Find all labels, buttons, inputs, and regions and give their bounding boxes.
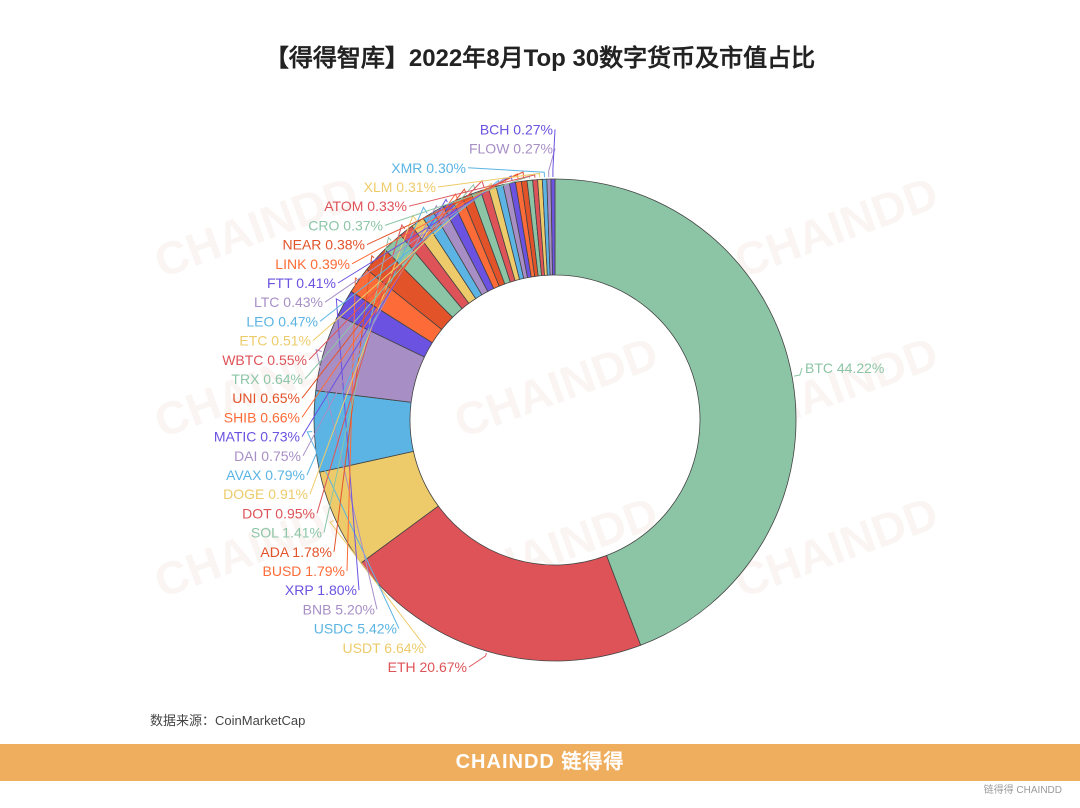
leader-line-bch — [552, 129, 556, 178]
chart-title: 【得得智库】2022年8月Top 30数字货币及市值占比 — [264, 45, 816, 72]
slice-btc — [554, 178, 797, 646]
leader-line-xrp — [335, 297, 360, 591]
data-label-dai: DAI 0.75% — [234, 448, 301, 464]
data-label-sol: SOL 1.41% — [251, 525, 322, 541]
leader-line-link — [351, 173, 519, 265]
data-label-uni: UNI 0.65% — [232, 390, 300, 406]
corner-logo: 链得得 CHAINDD — [983, 785, 1062, 796]
data-label-eth: ETH 20.67% — [388, 659, 467, 675]
data-label-usdc: USDC 5.42% — [314, 621, 397, 637]
leader-line-xmr — [467, 167, 545, 178]
donut-chart: BTC 44.22% ETH 20.67% USDT 6.64% USDC 5.42%… — [214, 121, 884, 675]
data-label-usdt: USDT 6.64% — [343, 640, 424, 656]
data-label-trx: TRX 0.64% — [231, 371, 303, 387]
leader-line-ftt — [337, 175, 513, 284]
leader-line-etc — [312, 182, 493, 341]
data-label-busd: BUSD 1.79% — [263, 563, 345, 579]
data-label-ada: ADA 1.78% — [260, 544, 332, 560]
leader-line-ada — [333, 254, 375, 552]
leader-line-bnb — [315, 349, 378, 610]
data-label-xlm: XLM 0.31% — [364, 179, 436, 195]
leader-line-usdc — [306, 431, 400, 629]
data-label-shib: SHIB 0.66% — [224, 409, 300, 425]
leader-line-dai — [302, 204, 438, 457]
leader-line-near — [366, 171, 525, 246]
data-label-etc: ETC 0.51% — [239, 333, 311, 349]
source-note: 数据来源：CoinMarketCap — [150, 713, 306, 728]
leader-line-atom — [408, 174, 536, 207]
data-label-doge: DOGE 0.91% — [223, 486, 308, 502]
data-label-wbtc: WBTC 0.55% — [222, 352, 307, 368]
data-label-leo: LEO 0.47% — [246, 313, 318, 329]
leader-line-btc — [793, 367, 803, 377]
leader-line-eth — [468, 652, 487, 668]
leader-line-flow — [548, 148, 556, 178]
footer-banner: CHAINDD 链得得 — [0, 744, 1080, 781]
data-label-atom: ATOM 0.33% — [324, 198, 407, 214]
data-label-ltc: LTC 0.43% — [254, 294, 323, 310]
data-label-avax: AVAX 0.79% — [226, 467, 305, 483]
data-label-bch: BCH 0.27% — [480, 121, 553, 137]
data-label-btc: BTC 44.22% — [805, 360, 884, 376]
data-label-xmr: XMR 0.30% — [391, 160, 466, 176]
data-label-flow: FLOW 0.27% — [469, 141, 553, 157]
leader-line-matic — [301, 198, 448, 437]
data-label-ftt: FTT 0.41% — [267, 275, 336, 291]
data-label-link: LINK 0.39% — [275, 256, 350, 272]
leader-line-xlm — [437, 172, 541, 188]
data-label-near: NEAR 0.38% — [283, 237, 365, 253]
data-label-bnb: BNB 5.20% — [303, 601, 375, 617]
leader-line-busd — [346, 276, 358, 572]
leader-line-usdt — [329, 520, 427, 649]
slice-bch — [550, 178, 556, 276]
data-label-cro: CRO 0.37% — [308, 217, 383, 233]
leader-line-sol — [323, 236, 392, 533]
data-label-matic: MATIC 0.73% — [214, 429, 300, 445]
data-label-xrp: XRP 1.80% — [285, 582, 357, 598]
data-label-dot: DOT 0.95% — [242, 505, 315, 521]
leader-line-shib — [301, 192, 458, 418]
